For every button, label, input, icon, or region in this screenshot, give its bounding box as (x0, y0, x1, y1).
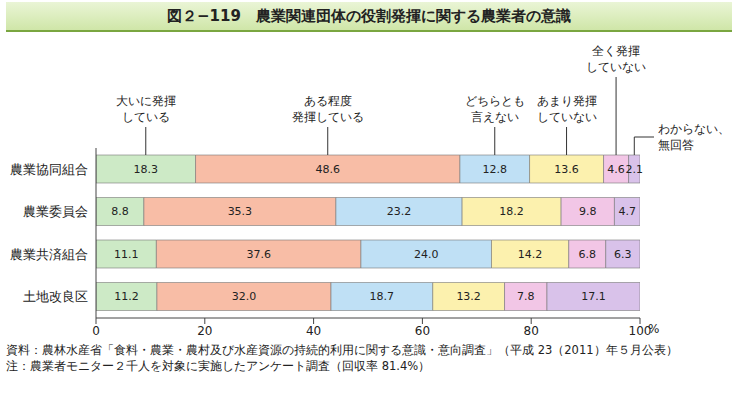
html-text:注：農業者モニター２千人を対象に実施したアンケート調査（回収: 注：農業者モニター２千人を対象に実施したアンケート調査（回収率 81.4%） (6, 359, 431, 373)
svg-text:60: 60 (415, 324, 430, 338)
svg-text:18.3: 18.3 (134, 163, 159, 176)
svg-text:農業共済組合: 農業共済組合 (10, 247, 88, 262)
svg-text:6.3: 6.3 (614, 248, 632, 261)
svg-text:している: している (122, 110, 170, 124)
svg-text:無回答: 無回答 (658, 138, 694, 152)
svg-text:2.1: 2.1 (626, 163, 644, 176)
svg-text:0: 0 (92, 324, 100, 338)
svg-text:ある程度: ある程度 (304, 94, 352, 108)
svg-text:35.3: 35.3 (228, 205, 253, 218)
html-text:図２−119 農業関連団体の役割発揮に関する農業者の意識: 図２−119 農業関連団体の役割発揮に関する農業者の意識 (167, 6, 571, 25)
svg-text:48.6: 48.6 (315, 163, 340, 176)
svg-text:あまり発揮: あまり発揮 (537, 94, 597, 108)
svg-text:4.6: 4.6 (607, 163, 625, 176)
svg-text:40: 40 (306, 324, 321, 338)
svg-text:11.1: 11.1 (114, 248, 139, 261)
svg-text:発揮している: 発揮している (292, 110, 364, 124)
svg-text:13.6: 13.6 (554, 163, 579, 176)
svg-text:わからない、: わからない、 (658, 122, 730, 136)
svg-text:どちらとも: どちらとも (465, 94, 525, 108)
svg-text:6.8: 6.8 (578, 248, 596, 261)
svg-text:9.8: 9.8 (579, 205, 597, 218)
svg-text:80: 80 (524, 324, 539, 338)
svg-text:大いに発揮: 大いに発揮 (116, 94, 176, 108)
svg-text:していない: していない (586, 60, 646, 74)
svg-text:農業委員会: 農業委員会 (23, 204, 88, 219)
svg-text:14.2: 14.2 (518, 248, 543, 261)
svg-text:23.2: 23.2 (387, 205, 412, 218)
svg-text:20: 20 (197, 324, 212, 338)
svg-text:農業協同組合: 農業協同組合 (10, 162, 88, 177)
svg-text:37.6: 37.6 (246, 248, 271, 261)
html-text:資料：農林水産省「食料・農業・農村及び水産資源の持続的利用に: 資料：農林水産省「食料・農業・農村及び水産資源の持続的利用に関する意識・意向調査… (6, 343, 678, 357)
svg-text:13.2: 13.2 (456, 290, 481, 303)
svg-text:32.0: 32.0 (232, 290, 257, 303)
svg-text:土地改良区: 土地改良区 (23, 289, 88, 304)
svg-text:12.8: 12.8 (483, 163, 508, 176)
svg-text:8.8: 8.8 (111, 205, 129, 218)
svg-text:言えない: 言えない (471, 110, 519, 124)
svg-text:18.7: 18.7 (370, 290, 395, 303)
svg-text:24.0: 24.0 (414, 248, 439, 261)
svg-text:17.1: 17.1 (581, 290, 606, 303)
svg-text:7.8: 7.8 (517, 290, 535, 303)
svg-text:していない: していない (537, 110, 597, 124)
svg-text:11.2: 11.2 (114, 290, 139, 303)
svg-text:全く発揮: 全く発揮 (592, 44, 640, 58)
svg-text:100: 100 (628, 323, 652, 338)
svg-text:4.7: 4.7 (618, 205, 636, 218)
svg-text:%: % (648, 322, 659, 336)
svg-text:18.2: 18.2 (499, 205, 524, 218)
